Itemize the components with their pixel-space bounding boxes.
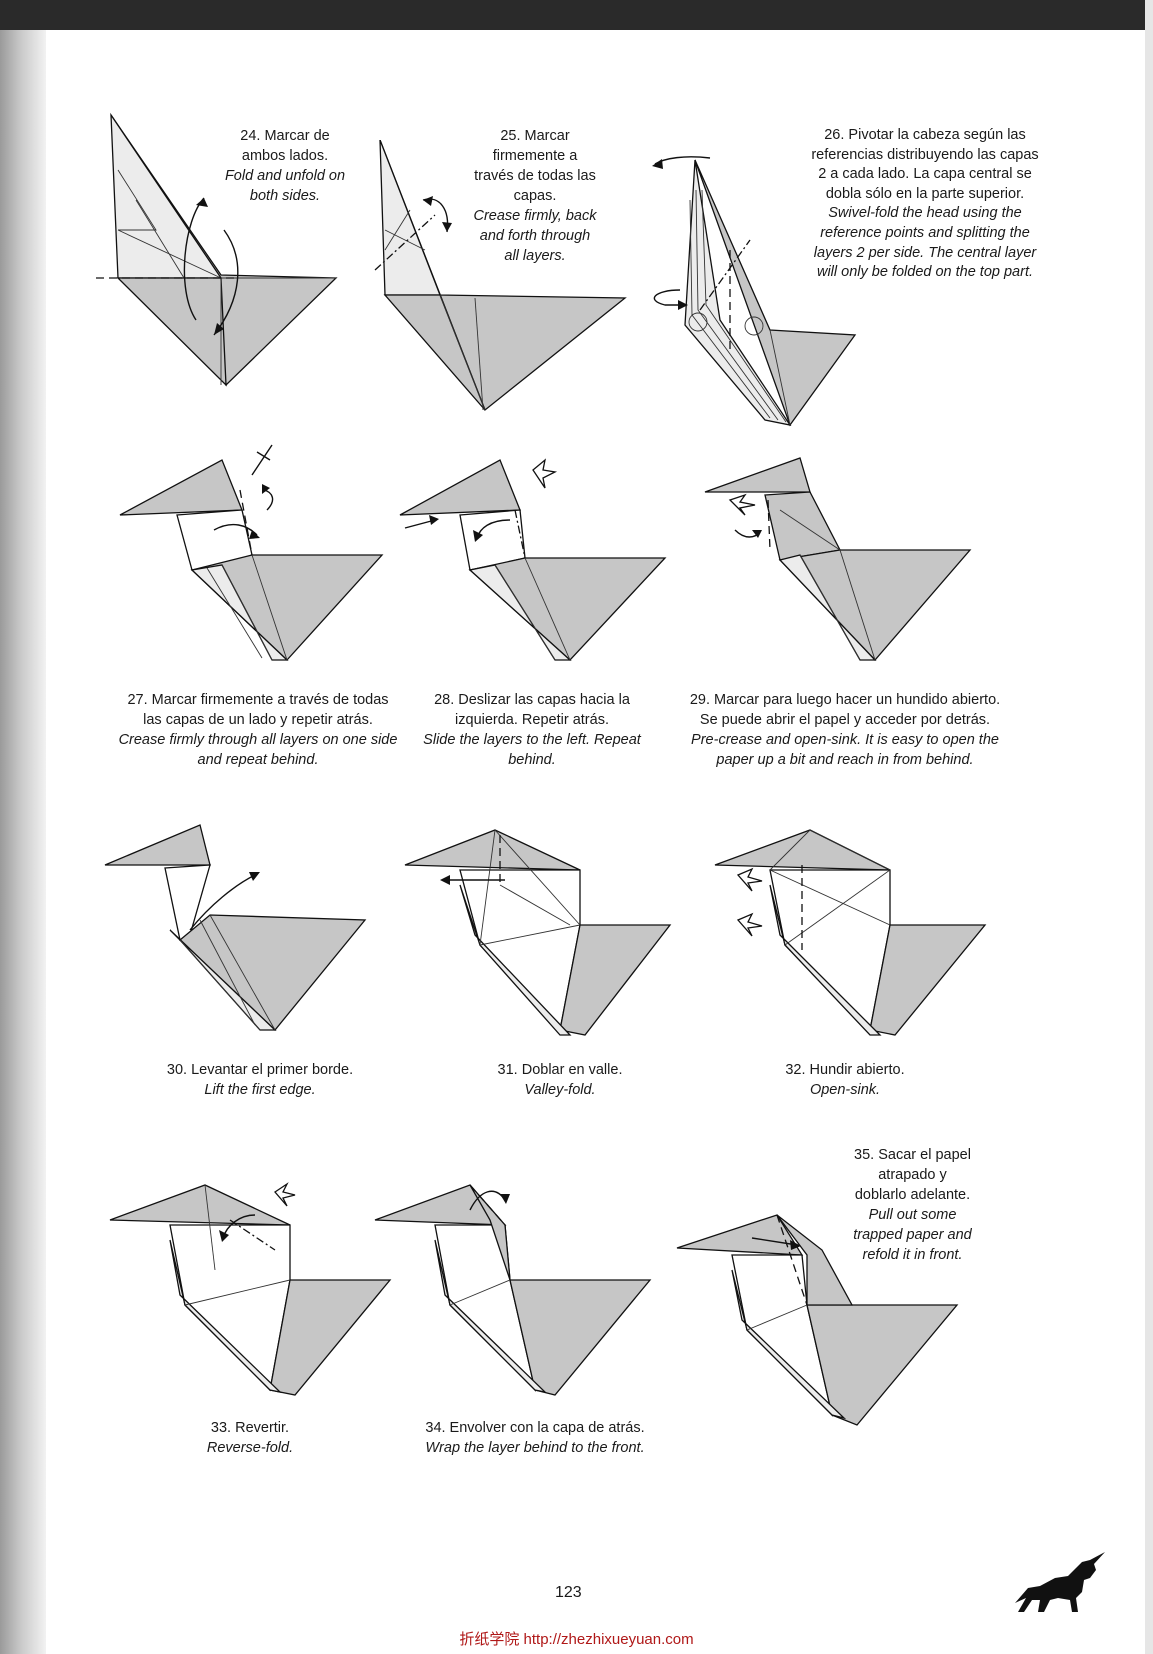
diagram-step-34 [370, 1180, 660, 1410]
step-26-spanish: 26. Pivotar la cabeza según las referenc… [811, 127, 1039, 202]
diagram-step-24 [96, 110, 346, 400]
step-33-spanish: 33. Revertir. [210, 1420, 290, 1436]
step-33-text: 33. Revertir. Reverse-fold. [180, 1418, 320, 1458]
step-24-english: Fold and unfold on both sides. [224, 168, 346, 204]
step-31-english: Valley-fold. [524, 1082, 596, 1098]
step-32-spanish: 32. Hundir abierto. [785, 1062, 905, 1078]
step-35-english: Pull out some trapped paper and refold i… [853, 1207, 972, 1263]
diagram-step-25 [365, 140, 635, 430]
top-bar [0, 0, 1153, 30]
step-27-english: Crease firmly through all layers on one … [118, 732, 398, 768]
step-34-english: Wrap the layer behind to the front. [425, 1440, 645, 1456]
step-27-spanish: 27. Marcar firmemente a través de todas … [127, 692, 389, 728]
step-25-english: Crease firmly, back and forth through al… [473, 208, 597, 264]
step-28-spanish: 28. Deslizar las capas hacia la izquierd… [434, 692, 630, 728]
diagram-step-32 [710, 825, 1000, 1055]
unicorn-silhouette-icon [1010, 1548, 1120, 1623]
diagram-step-26 [640, 150, 870, 440]
step-24-spanish: 24. Marcar de ambos lados. [240, 128, 330, 164]
diagram-step-29 [700, 450, 990, 690]
step-32-english: Open-sink. [809, 1082, 881, 1098]
step-30-spanish: 30. Levantar el primer borde. [166, 1062, 354, 1078]
step-35-spanish: 35. Sacar el papel atrapado y doblarlo a… [854, 1147, 971, 1203]
step-30-text: 30. Levantar el primer borde. Lift the f… [150, 1060, 370, 1100]
step-29-english: Pre-crease and open-sink. It is easy to … [691, 732, 999, 768]
spine-shadow [0, 30, 46, 1654]
step-34-spanish: 34. Envolver con la capa de atrás. [425, 1420, 645, 1436]
footer-site-link[interactable]: 折纸学院 http://zhezhixueyuan.com [459, 1631, 694, 1648]
step-24-text: 24. Marcar de ambos lados. Fold and unfo… [190, 126, 380, 206]
diagram-step-28 [395, 440, 685, 680]
diagram-step-30 [100, 820, 390, 1050]
step-33-english: Reverse-fold. [206, 1440, 294, 1456]
diagram-step-35 [672, 1210, 972, 1440]
diagram-step-31 [400, 825, 690, 1055]
step-30-english: Lift the first edge. [204, 1082, 316, 1098]
step-26-text: 26. Pivotar la cabeza según las referenc… [765, 126, 1085, 283]
step-29-text: 29. Marcar para luego hacer un hundido a… [675, 690, 1015, 770]
step-28-english: Slide the layers to the left. Repeat beh… [423, 732, 641, 768]
step-31-text: 31. Doblar en valle. Valley-fold. [470, 1060, 650, 1100]
step-25-text: 25. Marcar firmemente a través de todas … [455, 126, 615, 266]
step-34-text: 34. Envolver con la capa de atrás. Wrap … [405, 1418, 665, 1458]
page-number: 123 [555, 1584, 582, 1601]
step-32-text: 32. Hundir abierto. Open-sink. [765, 1060, 925, 1100]
step-25-spanish: 25. Marcar firmemente a través de todas … [474, 128, 596, 204]
diagram-step-27 [112, 440, 402, 680]
step-31-spanish: 31. Doblar en valle. [497, 1062, 623, 1078]
step-26-english: Swivel-fold the head using the reference… [813, 205, 1037, 281]
step-29-spanish: 29. Marcar para luego hacer un hundido a… [689, 692, 1001, 728]
page-edge [1145, 0, 1153, 1654]
diagram-step-33 [105, 1180, 395, 1410]
step-27-text: 27. Marcar firmemente a través de todas … [108, 690, 408, 770]
step-35-text: 35. Sacar el papel atrapado y doblarlo a… [840, 1145, 985, 1265]
step-28-text: 28. Deslizar las capas hacia la izquierd… [412, 690, 652, 770]
